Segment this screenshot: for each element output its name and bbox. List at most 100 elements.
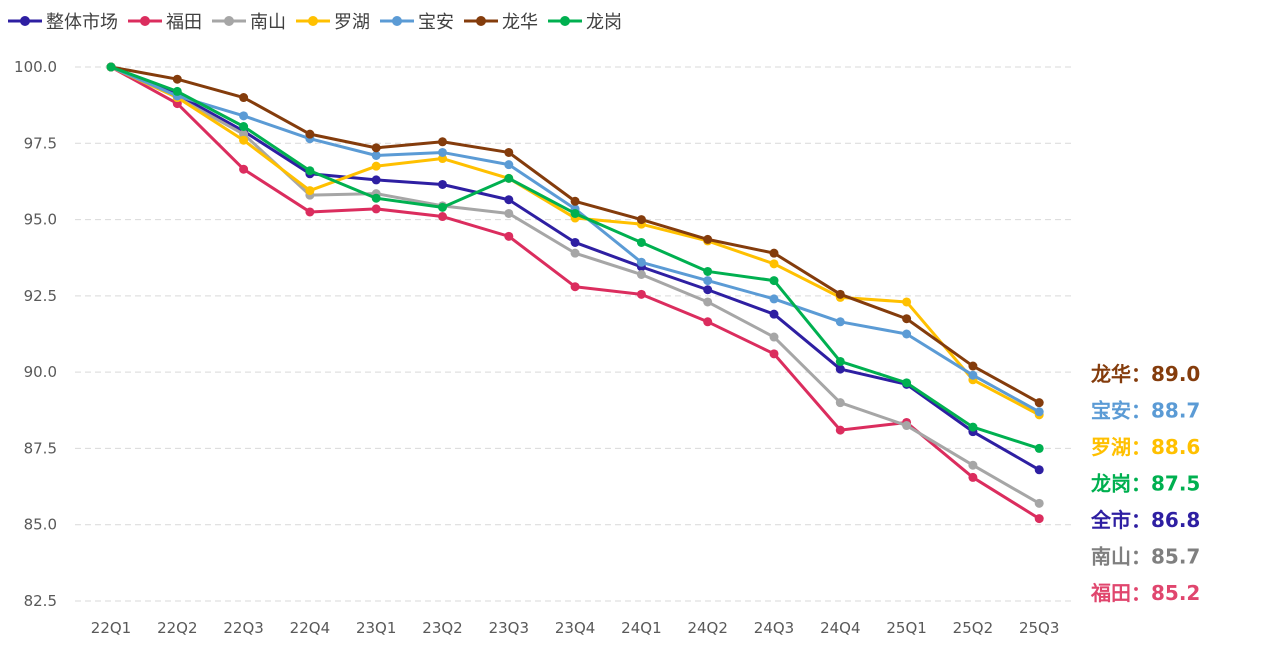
data-point [636, 237, 646, 247]
x-tick-label: 23Q2 [422, 619, 462, 637]
data-point [239, 164, 249, 174]
legend-item: 宝安 [380, 12, 454, 33]
data-point [305, 207, 315, 217]
x-tick-label: 22Q2 [157, 619, 197, 637]
data-point [703, 285, 713, 295]
data-point [703, 297, 713, 307]
data-point [504, 231, 514, 241]
data-point [703, 266, 713, 276]
legend-label: 宝安 [418, 12, 454, 33]
legend-swatch-marker [20, 16, 30, 26]
legend-item: 龙岗 [548, 12, 622, 33]
data-point [371, 161, 381, 171]
data-point [769, 309, 779, 319]
data-point [1034, 514, 1044, 524]
data-point [968, 370, 978, 380]
data-point [1034, 498, 1044, 508]
data-point [438, 147, 447, 157]
data-point [769, 332, 779, 342]
data-point [968, 460, 978, 470]
x-tick-label: 24Q3 [754, 619, 794, 637]
legend-label: 南山 [250, 12, 286, 33]
data-point [1034, 465, 1044, 475]
legend-swatch-marker [308, 16, 318, 26]
end-value-label: 宝安：88.7 [1091, 399, 1200, 423]
data-point [371, 175, 381, 185]
data-point [769, 259, 779, 269]
data-point [835, 398, 845, 408]
legend-swatch-marker [392, 16, 402, 26]
data-point [769, 294, 779, 304]
series-4 [106, 62, 1044, 417]
data-point [835, 356, 845, 366]
data-point [371, 150, 381, 160]
data-point [438, 179, 447, 189]
data-point [239, 135, 249, 145]
x-tick-label: 23Q3 [489, 619, 529, 637]
data-point [305, 129, 315, 139]
data-point [636, 289, 646, 299]
data-point [769, 276, 779, 286]
y-tick-label: 92.5 [24, 287, 57, 305]
end-value-label: 龙岗：87.5 [1091, 472, 1200, 496]
end-value-label: 福田：85.2 [1090, 581, 1200, 605]
data-point [902, 329, 912, 339]
x-tick-label: 22Q3 [223, 619, 263, 637]
legend-item: 罗湖 [296, 12, 370, 33]
data-point [570, 248, 580, 258]
y-tick-label: 95.0 [24, 211, 57, 229]
y-axis: 100.0 97.5 95.0 92.5 90.0 87.5 85.0 82.5 [14, 58, 57, 610]
x-tick-label: 22Q4 [290, 619, 330, 637]
data-point [835, 364, 845, 374]
legend-label: 福田 [166, 12, 202, 33]
data-point [835, 425, 845, 435]
data-point [438, 137, 447, 147]
x-tick-label: 23Q4 [555, 619, 595, 637]
data-point [570, 282, 580, 292]
data-point [570, 208, 580, 218]
data-point [438, 202, 447, 212]
end-value-label: 罗湖：88.6 [1091, 435, 1200, 459]
y-tick-label: 100.0 [14, 58, 57, 76]
data-point [106, 62, 116, 72]
x-tick-label: 25Q3 [1019, 619, 1059, 637]
data-point [504, 147, 514, 157]
data-point [769, 349, 779, 359]
data-point [504, 173, 514, 183]
data-point [703, 317, 713, 327]
x-tick-label: 22Q1 [91, 619, 131, 637]
legend-item: 南山 [212, 12, 286, 33]
data-point [1034, 407, 1044, 417]
data-point [703, 234, 713, 244]
data-point [902, 297, 912, 307]
end-value-label: 龙华：89.0 [1091, 362, 1200, 386]
data-point [703, 276, 713, 286]
data-point [902, 421, 912, 431]
legend-swatch-marker [224, 16, 234, 26]
data-point [172, 86, 182, 96]
data-point [438, 212, 447, 222]
legend-swatch-marker [140, 16, 150, 26]
data-point [636, 269, 646, 279]
data-point [902, 378, 912, 388]
data-point [504, 160, 514, 170]
data-point [371, 204, 381, 214]
legend-swatch-marker [476, 16, 486, 26]
data-point [371, 143, 381, 153]
data-point [305, 186, 315, 196]
x-tick-label: 24Q1 [621, 619, 661, 637]
series-line [110, 65, 1040, 450]
x-tick-label: 25Q1 [886, 619, 926, 637]
x-tick-label: 24Q4 [820, 619, 860, 637]
data-point [1034, 443, 1044, 453]
series-line [110, 65, 1040, 472]
data-point [172, 74, 182, 84]
data-point [239, 111, 249, 121]
data-point [504, 208, 514, 218]
series-2 [106, 62, 1044, 508]
data-point [769, 248, 779, 258]
data-point [902, 314, 912, 324]
data-point [239, 93, 249, 103]
y-tick-label: 85.0 [24, 516, 57, 534]
